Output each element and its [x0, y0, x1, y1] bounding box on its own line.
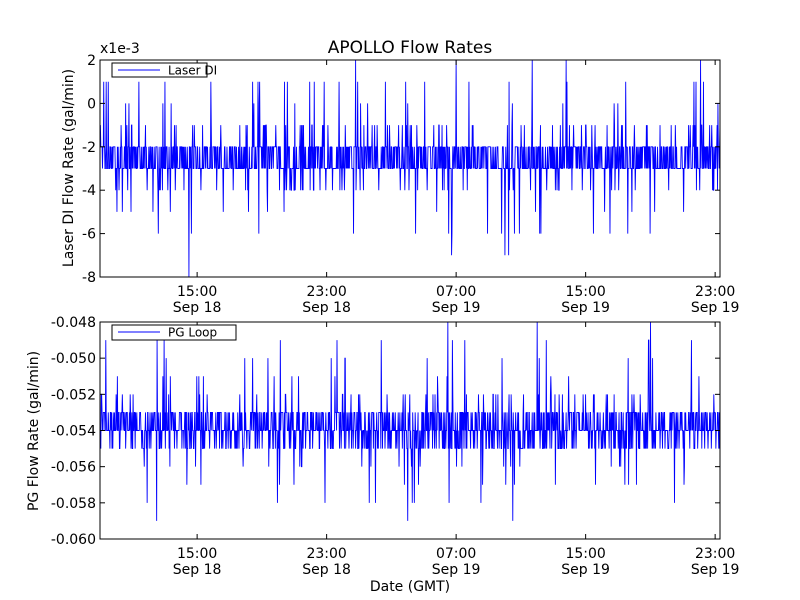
x-tick-time-label: 15:00 — [565, 284, 605, 300]
x-tick-date-label: Sep 18 — [302, 300, 351, 316]
y-tick-label: -2 — [82, 140, 96, 156]
x-tick-time-label: 23:00 — [306, 284, 346, 300]
pg-loop-legend-box — [111, 324, 237, 341]
y-tick-label: -4 — [82, 183, 96, 199]
y-tick-label: -0.058 — [51, 496, 96, 512]
x-tick-date-label: Sep 18 — [173, 562, 222, 578]
y-tick-label: -0.054 — [51, 424, 96, 440]
laser-di-data-group — [100, 60, 720, 277]
x-tick-time-label: 23:00 — [695, 284, 735, 300]
x-tick-date-label: Sep 19 — [691, 562, 740, 578]
pg-loop-legend: PG Loop — [111, 324, 237, 341]
laser-di-axes-frame — [99, 59, 721, 278]
laser-di-legend-label: Laser DI — [168, 64, 217, 78]
y-tick-label: -0.056 — [51, 460, 96, 476]
x-tick-date-label: Sep 18 — [302, 562, 351, 578]
x-tick-date-label: Sep 18 — [173, 300, 222, 316]
y-tick-label: -0.052 — [51, 387, 96, 403]
x-tick-time-label: 15:00 — [565, 546, 605, 562]
x-tick-date-label: Sep 19 — [561, 562, 610, 578]
laser-di-y-axis-label: Laser DI Flow Rate (gal/min) — [61, 69, 77, 267]
laser-di-y-scale-label: x1e-3 — [100, 41, 140, 57]
laser-di-y-ticks: 2 0 -2 -4 -6 -8 — [82, 53, 720, 286]
figure-title: APOLLO Flow Rates — [328, 38, 493, 58]
series-line-pg-loop — [100, 322, 720, 521]
pg-loop-legend-label: PG Loop — [168, 326, 217, 340]
x-tick-time-label: 23:00 — [306, 546, 346, 562]
x-tick-date-label: Sep 19 — [432, 300, 481, 316]
pg-loop-data-group — [100, 322, 720, 521]
pg-loop-y-ticks: -0.048 -0.050 -0.052 -0.054 -0.056 -0.058 -0.0… — [51, 315, 720, 548]
x-tick-time-label: 07:00 — [436, 546, 476, 562]
x-tick-time-label: 23:00 — [695, 546, 735, 562]
x-tick-date-label: Sep 19 — [561, 300, 610, 316]
y-tick-label: -6 — [82, 227, 96, 243]
x-tick-date-label: Sep 19 — [432, 562, 481, 578]
x-tick-time-label: 15:00 — [177, 546, 217, 562]
series-line-laser-di — [100, 60, 720, 277]
x-axis-label: Date (GMT) — [370, 579, 450, 595]
x-tick-date-label: Sep 19 — [691, 300, 740, 316]
pg-loop-axes: -0.048 -0.050 -0.052 -0.054 -0.056 -0.058 -0.0… — [26, 315, 739, 578]
y-tick-label: -0.060 — [51, 532, 96, 548]
x-tick-time-label: 15:00 — [177, 284, 217, 300]
y-tick-label: -8 — [82, 270, 96, 286]
pg-loop-y-axis-label: PG Flow Rate (gal/min) — [26, 351, 42, 511]
y-tick-label: 0 — [87, 96, 96, 112]
laser-di-legend: Laser DI — [111, 62, 217, 78]
y-tick-label: 2 — [87, 53, 96, 69]
y-tick-label: -0.050 — [51, 351, 96, 367]
y-tick-label: -0.048 — [51, 315, 96, 331]
x-tick-time-label: 07:00 — [436, 284, 476, 300]
